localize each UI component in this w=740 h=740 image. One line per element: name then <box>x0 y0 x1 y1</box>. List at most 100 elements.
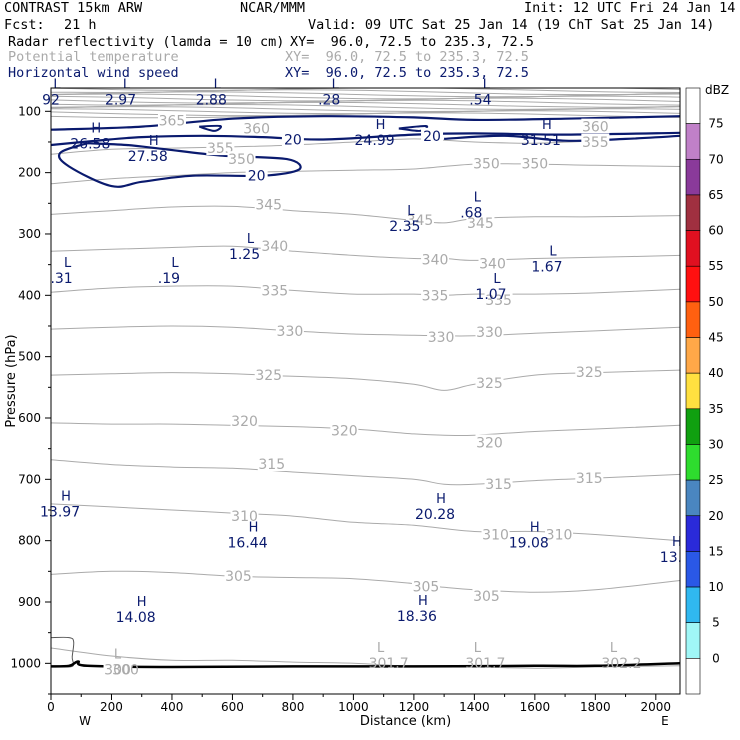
theta-contour-label: 330 <box>476 325 503 341</box>
theta-contour-label: 310 <box>546 528 573 544</box>
wind-extremum-value: 26.58 <box>70 137 110 153</box>
wind-extremum-tag: L <box>123 77 131 92</box>
colorbar-swatch <box>685 87 701 124</box>
wind-extremum-value: 2.88 <box>196 92 227 108</box>
theta-extremum-tag: L <box>610 641 618 656</box>
wind-extremum-value: 1.25 <box>229 247 260 263</box>
wind-extremum-value: .54 <box>469 92 491 108</box>
theta-contour-label: 300 <box>104 662 131 678</box>
x-tick-label: 1400 <box>459 700 490 714</box>
wind-contour-20 <box>51 131 680 147</box>
theta-contour-label: 305 <box>413 580 440 596</box>
theta-label-bg <box>520 155 549 171</box>
y-tick-label: 400 <box>18 288 41 302</box>
theta-contour-label: 310 <box>482 528 509 544</box>
valid-time: Valid: 09 UTC Sat 25 Jan 14 (19 ChT Sat … <box>308 17 715 33</box>
wind-label-bg <box>245 167 268 183</box>
theta-contour-345 <box>51 205 680 224</box>
wind-extremum-value: .68 <box>460 205 482 221</box>
colorbar-swatch <box>685 123 701 160</box>
field-xy-wind: XY= 96.0, 72.5 to 235.3, 72.5 <box>285 65 529 81</box>
theta-label-bg <box>581 118 610 134</box>
field-name-wind: Horizontal wind speed <box>8 65 179 81</box>
y-tick-label: 800 <box>18 534 41 548</box>
plot-frame <box>50 87 681 695</box>
wind-label-bg <box>421 127 444 143</box>
theta-contour-label: 340 <box>261 239 288 255</box>
wind-extremum-tag: H <box>418 594 428 609</box>
x-tick-label: 800 <box>281 700 304 714</box>
theta-contour-band <box>51 112 680 119</box>
theta-label-bg <box>230 413 259 429</box>
y-tick-label: 300 <box>18 227 41 241</box>
wind-extremum-value: 16.44 <box>228 535 268 551</box>
x-tick-label: 400 <box>161 700 184 714</box>
wind-extremum-value: 19.08 <box>509 535 549 551</box>
colorbar-swatch <box>685 444 701 481</box>
colorbar-swatch <box>685 479 701 517</box>
theta-contour-label: 350 <box>228 152 255 168</box>
theta-contour-label: 355 <box>582 135 609 151</box>
theta-label-bg <box>275 322 304 338</box>
theta-contour-label: 305 <box>473 589 500 605</box>
y-tick-label: 900 <box>18 595 41 609</box>
field-xy-theta: XY= 96.0, 72.5 to 235.3, 72.5 <box>285 49 529 65</box>
wind-extremum-tag: L <box>474 190 482 205</box>
theta-label-bg <box>478 255 507 271</box>
center-label: NCAR/MMM <box>240 0 306 16</box>
theta-extremum-tag: L <box>377 641 385 656</box>
theta-extremum-value: 300 <box>112 662 139 678</box>
theta-contour-label: 320 <box>476 436 503 452</box>
field-xy-reflectivity: XY= 96.0, 72.5 to 235.3, 72.5 <box>290 34 534 50</box>
wind-extremum-tag: L <box>247 232 255 247</box>
theta-label-bg <box>257 455 286 471</box>
theta-label-bg <box>475 324 504 340</box>
west-label: W <box>79 714 91 728</box>
theta-contour-label: 355 <box>207 141 234 157</box>
theta-label-bg <box>103 661 132 677</box>
colorbar-swatch <box>685 622 701 659</box>
theta-contour-label: 315 <box>485 477 512 493</box>
theta-contour-label: 310 <box>231 509 258 525</box>
colorbar-unit: dBZ <box>705 83 729 97</box>
x-tick-label: 1800 <box>580 700 611 714</box>
colorbar-label: 55 <box>708 259 723 273</box>
theta-contour-label: 345 <box>467 216 494 232</box>
wind-contour-label: 20 <box>284 133 302 149</box>
theta-contour-label: 320 <box>331 423 358 439</box>
theta-contour-label: 335 <box>422 288 449 304</box>
theta-contour-label: 360 <box>243 121 270 137</box>
wind-extremum-value: 27.58 <box>128 149 168 165</box>
theta-contour-label: 360 <box>582 120 609 136</box>
theta-label-bg <box>330 422 359 438</box>
theta-contour-320 <box>51 422 680 437</box>
theta-contour-label: 325 <box>255 368 282 384</box>
x-tick-label: 1600 <box>520 700 551 714</box>
colorbar-label: 5 <box>712 616 720 630</box>
theta-contour-label: 350 <box>521 156 548 172</box>
colorbar-swatch <box>685 194 701 231</box>
theta-label-bg <box>475 434 504 450</box>
wind-extremum-tag: L <box>483 77 491 92</box>
model-title: CONTRAST 15km ARW <box>4 0 143 16</box>
theta-contour-315 <box>51 459 680 486</box>
wind-extremum-tag: H <box>91 122 101 137</box>
theta-label-bg <box>472 587 501 603</box>
colorbar-swatch <box>685 230 701 267</box>
colorbar-label: 30 <box>708 437 723 451</box>
theta-label-bg <box>484 476 513 492</box>
theta-contour-350 <box>51 163 680 185</box>
theta-label-bg <box>545 526 574 542</box>
theta-contour-label: 330 <box>277 324 304 340</box>
theta-contour-300 <box>51 647 680 669</box>
x-tick-label: 600 <box>221 700 244 714</box>
colorbar-swatch <box>685 658 701 695</box>
theta-contour-band <box>51 93 680 100</box>
wind-contour-label: 20 <box>248 169 266 185</box>
forecast-hour: 21 h <box>64 17 97 33</box>
wind-extremum-tag: H <box>436 492 446 507</box>
theta-contour-335 <box>51 285 680 296</box>
theta-contour-band <box>51 88 680 91</box>
x-tick-label: 1200 <box>399 700 430 714</box>
